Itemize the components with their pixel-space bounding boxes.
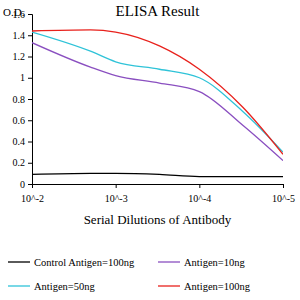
y-axis: 0 0.2 0.4 0.6 0.8 1 1.2 1.4 1.6 [13,9,33,190]
y-tick-label: 0.6 [13,115,26,126]
y-tick-mark [28,142,32,143]
y-tick: 1 [20,72,32,83]
x-tick-mark [283,184,284,188]
y-tick: 1.6 [13,9,33,20]
y-tick-mark [28,120,32,121]
x-tick-label: 10^-5 [272,193,295,204]
series-line [32,43,283,161]
y-tick-label: 0 [20,179,25,190]
y-tick-mark [28,99,32,100]
y-tick: 0.2 [13,157,33,168]
y-tick-label: 0.4 [13,136,26,147]
y-tick: 1.4 [13,30,33,41]
legend-item: Antigen=50ng [8,281,95,292]
series-line [32,32,283,152]
y-tick-mark [28,57,32,58]
legend-swatch [8,285,30,286]
legend-swatch [8,261,30,262]
y-tick: 0 [20,179,32,190]
legend-item: Control Antigen=100ng [8,257,135,268]
x-tick-label: 10^-3 [105,193,128,204]
y-tick: 0.4 [13,136,33,147]
legend: Control Antigen=100ng Antigen=10ng Antigen… [8,257,251,292]
y-axis-line [28,15,33,185]
y-tick: 1.2 [13,51,33,62]
x-tick-label: 10^-2 [21,193,44,204]
series-line [32,173,283,176]
legend-label: Antigen=100ng [184,281,251,292]
y-tick-mark [28,35,32,36]
y-tick: 0.6 [13,115,33,126]
y-tick-mark [28,184,32,185]
x-tick: 10^-3 [105,184,128,204]
x-tick-label: 10^-4 [188,193,211,204]
legend-item: Antigen=100ng [158,281,251,292]
plot-area [32,30,283,177]
y-tick-label: 1.4 [13,30,26,41]
series-line [32,30,283,154]
title: ELISA Result [116,3,201,19]
legend-item: Antigen=10ng [158,257,245,268]
legend-swatch [158,285,180,286]
x-tick-mark [199,184,200,188]
x-axis: 10^-2 10^-3 10^-4 10^-5 [21,184,295,204]
x-tick-mark [32,184,33,188]
y-tick-label: 0.2 [13,157,26,168]
y-tick: 0.8 [13,94,33,105]
y-tick-label: 0.8 [13,94,26,105]
x-axis-title: Serial Dilutions of Antibody [84,212,232,227]
y-tick-mark [28,163,32,164]
y-tick-mark [28,78,32,79]
y-tick-mark [28,14,32,15]
legend-label: Antigen=10ng [184,257,245,268]
x-tick: 10^-4 [188,184,211,204]
x-tick-mark [116,184,117,188]
chart: ELISA ResultO.D.00.20.40.60.811.21.41.61… [0,0,300,300]
legend-label: Control Antigen=100ng [34,257,135,268]
x-tick: 10^-2 [21,184,44,204]
y-tick-label: 1 [20,72,25,83]
y-tick-label: 1.2 [13,51,26,62]
y-tick-label: 1.6 [13,9,26,20]
x-tick: 10^-5 [272,184,295,204]
legend-swatch [158,261,180,262]
legend-label: Antigen=50ng [34,281,95,292]
x-axis-line [33,185,284,189]
